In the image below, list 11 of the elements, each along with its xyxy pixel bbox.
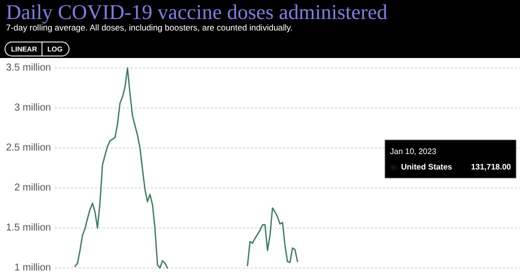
y-tick-label: 2 million: [14, 182, 51, 194]
y-tick-label: 3.5 million: [6, 62, 51, 74]
annotation: 131,718.00: [470, 162, 512, 172]
chart-subtitle: 7-day rolling average. All doses, including boosters, are counted individually.: [6, 22, 293, 32]
chart-title: Daily COVID-19 vaccine doses administered: [6, 0, 388, 24]
annotation: United States: [401, 162, 453, 172]
y-tick-label: 1 million: [14, 262, 51, 272]
y-tick-label: 2.5 million: [6, 142, 51, 154]
y-tick-label: 1.5 million: [6, 222, 51, 234]
y-tick-label: 3 million: [14, 102, 51, 114]
annotation: Jan 10, 2023: [390, 147, 437, 156]
